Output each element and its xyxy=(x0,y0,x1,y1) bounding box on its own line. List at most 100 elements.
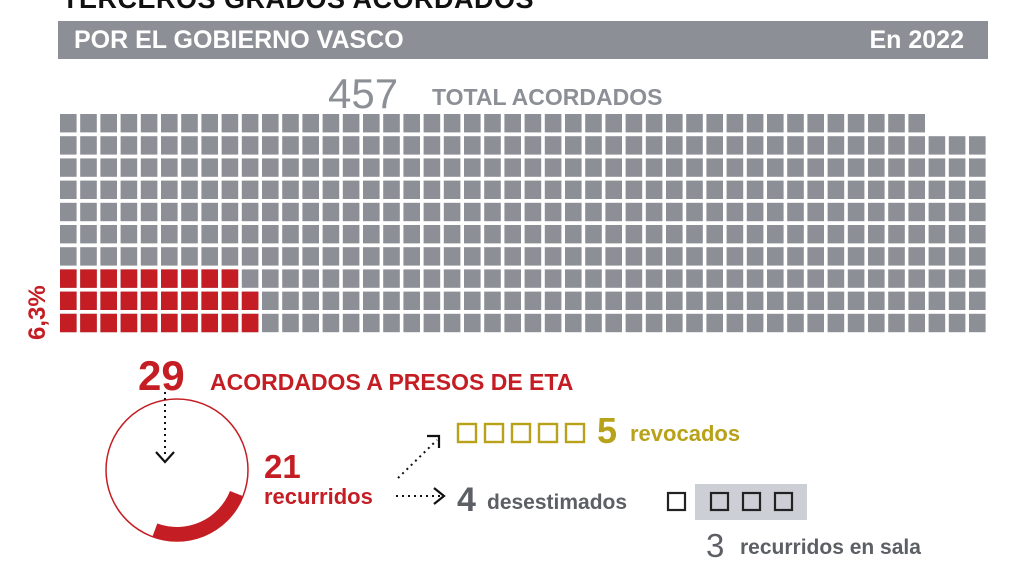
waffle-cell-eta xyxy=(221,313,239,333)
waffle-cell xyxy=(686,158,703,177)
waffle-cell xyxy=(787,247,804,266)
waffle-cell xyxy=(383,158,400,177)
revocados-boxes xyxy=(456,422,586,444)
waffle-cell xyxy=(706,291,723,310)
waffle-cell xyxy=(888,269,905,288)
waffle-cell xyxy=(666,202,683,222)
waffle-cell xyxy=(464,225,481,244)
waffle-cell xyxy=(161,202,178,222)
waffle-cell xyxy=(201,114,218,133)
revocado-box xyxy=(456,422,478,444)
waffle-cell xyxy=(282,136,299,155)
waffle-cell xyxy=(282,158,299,177)
waffle-cell xyxy=(605,136,622,155)
waffle-cell-eta xyxy=(140,269,158,288)
waffle-cell xyxy=(544,269,562,288)
waffle-cell xyxy=(322,114,340,133)
desestimado-box xyxy=(666,491,687,512)
waffle-cell xyxy=(726,225,744,244)
waffle-cell xyxy=(605,313,622,333)
waffle-cell xyxy=(605,225,622,244)
waffle-cell xyxy=(726,247,744,266)
waffle-cell xyxy=(322,202,340,222)
down-arrowhead xyxy=(155,451,175,464)
waffle-cell xyxy=(282,247,299,266)
waffle-cell xyxy=(302,247,319,266)
waffle-cell-eta xyxy=(120,269,138,288)
waffle-cell-eta xyxy=(100,313,117,333)
waffle-cell xyxy=(585,158,602,177)
waffle-cell xyxy=(443,313,461,333)
waffle-cell xyxy=(443,136,461,155)
waffle-cell xyxy=(767,269,784,288)
waffle-cell xyxy=(201,136,218,155)
waffle-cell xyxy=(686,291,703,310)
waffle-cell xyxy=(504,247,521,266)
waffle-cell xyxy=(383,247,400,266)
waffle-cell xyxy=(221,158,239,177)
waffle-cell xyxy=(565,313,582,333)
waffle-cell xyxy=(686,180,703,199)
waffle-cell xyxy=(80,202,97,222)
waffle-cell-eta xyxy=(201,313,218,333)
waffle-cell xyxy=(888,180,905,199)
waffle-cell xyxy=(383,180,400,199)
waffle-cell xyxy=(969,180,986,199)
waffle-cell xyxy=(928,269,946,288)
waffle-cell xyxy=(645,313,663,333)
waffle-cell xyxy=(928,158,946,177)
waffle-cell xyxy=(787,313,804,333)
waffle-cell xyxy=(262,202,279,222)
waffle-cell xyxy=(847,158,865,177)
waffle-cell xyxy=(807,180,824,199)
waffle-cell xyxy=(241,225,259,244)
waffle-cell xyxy=(928,202,946,222)
waffle-chart xyxy=(60,114,986,333)
waffle-cell xyxy=(140,180,158,199)
waffle-cell xyxy=(140,247,158,266)
waffle-cell xyxy=(787,202,804,222)
waffle-cell xyxy=(80,158,97,177)
waffle-cell xyxy=(221,225,239,244)
revocado-box xyxy=(564,422,586,444)
waffle-cell-eta xyxy=(181,313,198,333)
waffle-cell xyxy=(342,291,360,310)
waffle-cell xyxy=(383,291,400,310)
waffle-cell xyxy=(403,247,420,266)
waffle-cell xyxy=(827,313,845,333)
waffle-cell xyxy=(645,136,663,155)
waffle-cell xyxy=(686,313,703,333)
waffle-cell-eta xyxy=(181,269,198,288)
waffle-cell-eta xyxy=(161,269,178,288)
revocado-box xyxy=(537,422,559,444)
waffle-cell xyxy=(544,114,562,133)
waffle-cell xyxy=(787,225,804,244)
waffle-cell xyxy=(201,225,218,244)
waffle-cell xyxy=(262,291,279,310)
waffle-cell xyxy=(161,225,178,244)
waffle-cell xyxy=(625,114,643,133)
waffle-cell xyxy=(726,158,744,177)
waffle-cell xyxy=(888,158,905,177)
waffle-cell xyxy=(262,247,279,266)
waffle-cell xyxy=(262,313,279,333)
chart-title: TERCEROS GRADOS ACORDADOS xyxy=(62,0,534,15)
waffle-cell xyxy=(625,158,643,177)
waffle-cell xyxy=(504,136,521,155)
waffle-cell xyxy=(484,313,501,333)
waffle-cell xyxy=(807,225,824,244)
waffle-cell xyxy=(726,313,744,333)
waffle-cell xyxy=(706,269,723,288)
waffle-cell xyxy=(241,247,259,266)
waffle-cell xyxy=(746,225,764,244)
waffle-cell xyxy=(605,269,622,288)
waffle-cell xyxy=(100,114,117,133)
waffle-cell xyxy=(504,180,521,199)
waffle-cell xyxy=(565,247,582,266)
waffle-cell xyxy=(827,225,845,244)
waffle-cell xyxy=(807,114,824,133)
waffle-cell xyxy=(585,313,602,333)
waffle-cell xyxy=(363,225,380,244)
waffle-cell xyxy=(827,202,845,222)
